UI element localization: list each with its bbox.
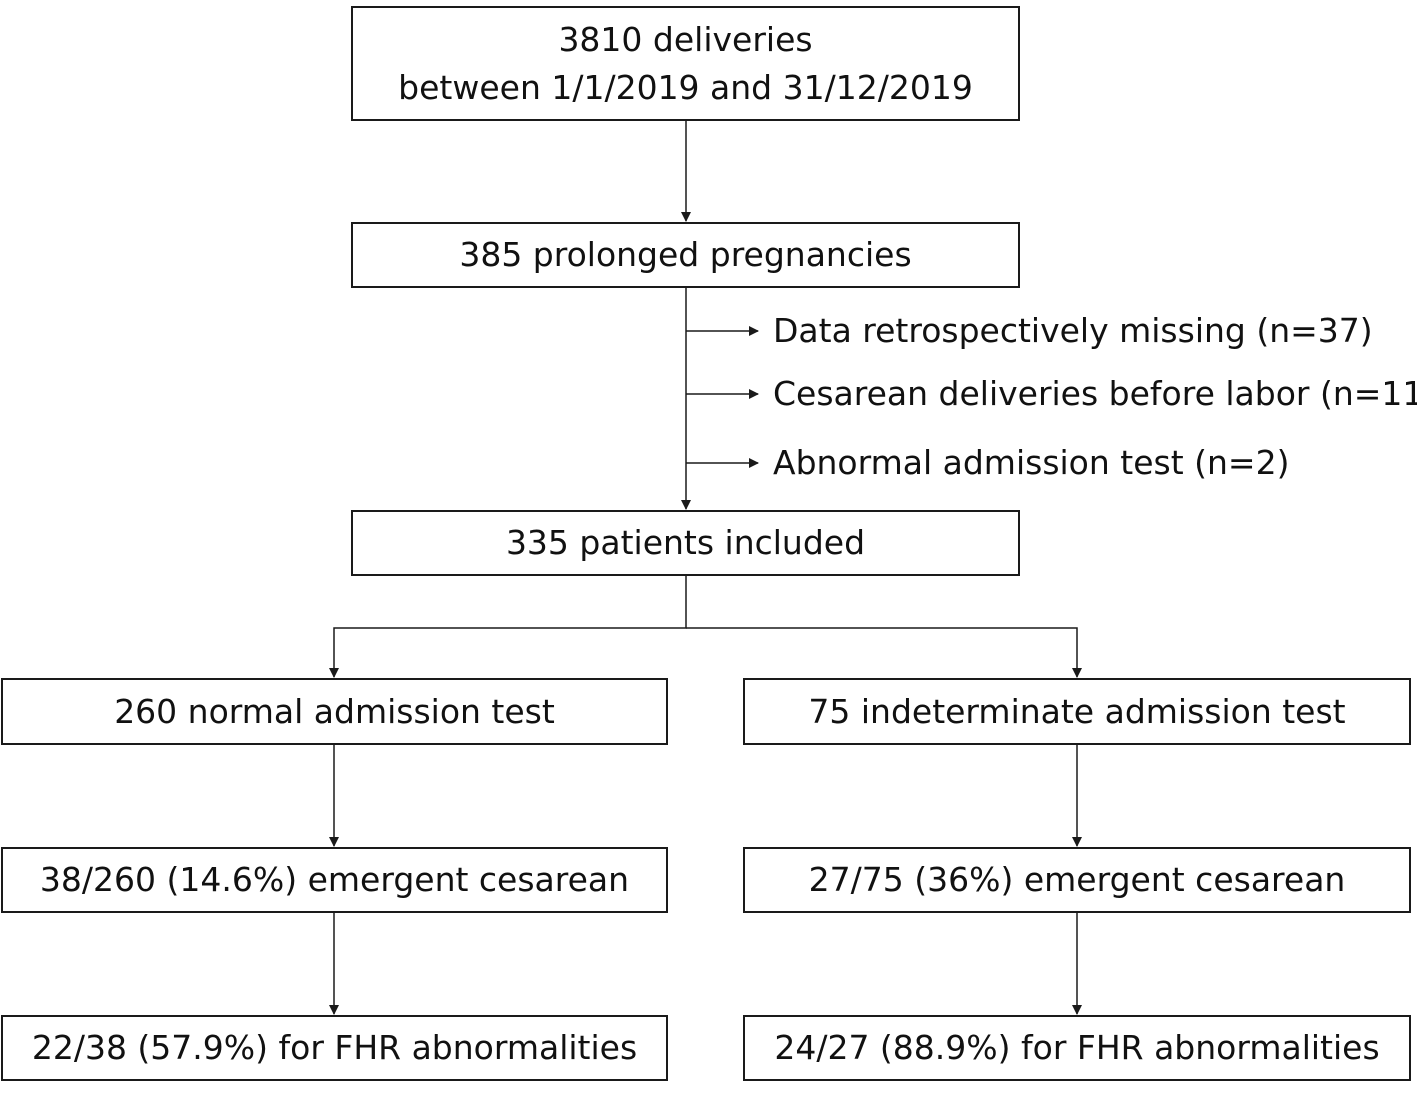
exclusion-cesarean-before-labor: Cesarean deliveries before labor (n=11) [773, 374, 1417, 413]
split-connector-right [686, 627, 1082, 678]
normal-fhr-box: 22/38 (57.9%) for FHR abnormalities [1, 1015, 668, 1081]
split-connector [329, 576, 687, 678]
patients-included-box: 335 patients included [351, 510, 1020, 576]
deliveries-box: 3810 deliveries between 1/1/2019 and 31/… [351, 6, 1020, 121]
indeterminate-admission-box: 75 indeterminate admission test [743, 678, 1411, 745]
normal-admission-label: 260 normal admission test [114, 691, 555, 731]
indeterminate-cesarean-box: 27/75 (36%) emergent cesarean [743, 847, 1411, 913]
deliveries-count: 3810 deliveries [558, 19, 813, 59]
normal-cesarean-label: 38/260 (14.6%) emergent cesarean [39, 860, 630, 899]
normal-admission-box: 260 normal admission test [1, 678, 668, 745]
prolonged-pregnancies-box: 385 prolonged pregnancies [351, 222, 1020, 288]
date-range: between 1/1/2019 and 31/12/2019 [398, 67, 973, 107]
exclusion-missing-data: Data retrospectively missing (n=37) [773, 311, 1373, 350]
normal-cesarean-box: 38/260 (14.6%) emergent cesarean [1, 847, 668, 913]
patients-included-label: 335 patients included [505, 523, 866, 562]
exclusion-abnormal-admission-test: Abnormal admission test (n=2) [773, 443, 1290, 482]
indeterminate-admission-label: 75 indeterminate admission test [808, 691, 1346, 731]
prolonged-pregnancies-label: 385 prolonged pregnancies [459, 235, 912, 274]
indeterminate-fhr-box: 24/27 (88.9%) for FHR abnormalities [743, 1015, 1411, 1081]
normal-fhr-label: 22/38 (57.9%) for FHR abnormalities [31, 1028, 638, 1067]
indeterminate-fhr-label: 24/27 (88.9%) for FHR abnormalities [774, 1028, 1380, 1067]
indeterminate-cesarean-label: 27/75 (36%) emergent cesarean [808, 860, 1346, 899]
